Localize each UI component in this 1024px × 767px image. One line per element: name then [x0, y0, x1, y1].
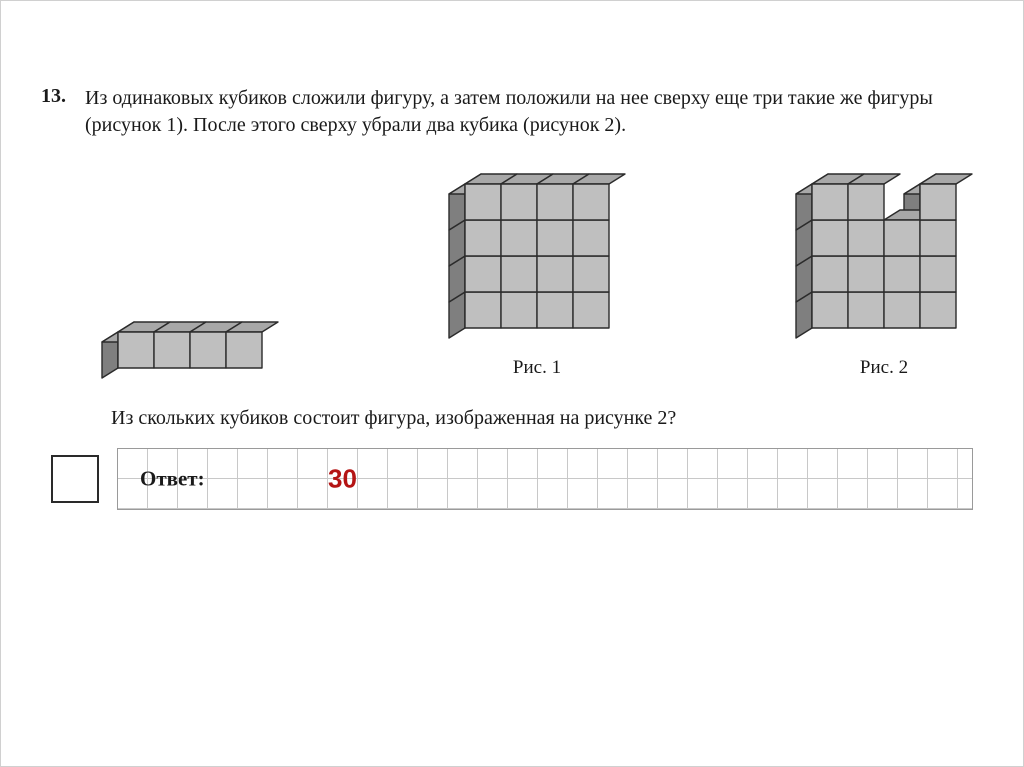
figure-block: Рис. 1 — [448, 173, 626, 379]
cube-figure-block — [448, 173, 626, 339]
answer-label: Ответ: — [140, 467, 205, 492]
figure-slab — [101, 321, 279, 379]
question-text: Из скольких кубиков состоит фигура, изоб… — [111, 407, 983, 430]
answer-checkbox[interactable] — [51, 455, 99, 503]
problem-number: 13. — [41, 85, 85, 108]
page: 13. Из одинаковых кубиков сложили фигуру… — [0, 0, 1024, 767]
caption-fig2: Рис. 2 — [860, 357, 908, 379]
figure-cut: Рис. 2 — [795, 173, 973, 379]
caption-fig1: Рис. 1 — [513, 357, 561, 379]
problem-text: Из одинаковых кубиков сложили фигуру, а … — [85, 85, 983, 139]
problem-row: 13. Из одинаковых кубиков сложили фигуру… — [41, 85, 983, 139]
answer-value: 30 — [328, 464, 357, 495]
cube-figure-slab — [101, 321, 279, 379]
answer-grid[interactable]: Ответ: 30 — [117, 448, 973, 510]
answer-row: Ответ: 30 — [51, 448, 973, 510]
figures-row: Рис. 1 Рис. 2 — [101, 173, 973, 379]
cube-figure-cut — [795, 173, 973, 339]
